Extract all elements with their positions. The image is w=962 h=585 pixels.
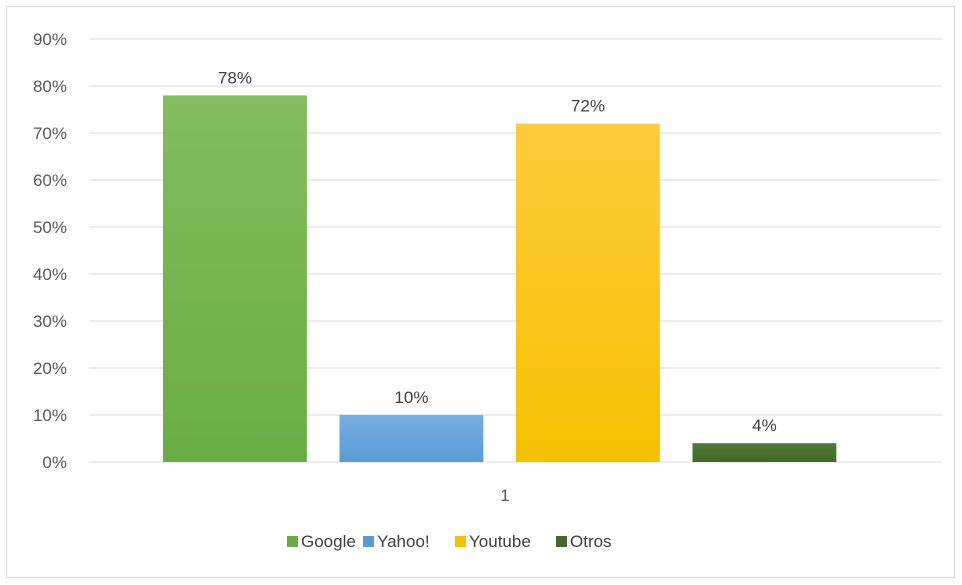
legend-label: Yahoo! [377, 532, 430, 551]
legend-swatch [363, 536, 374, 547]
data-label: 10% [394, 388, 428, 407]
data-label: 72% [571, 97, 605, 116]
y-tick-label: 80% [33, 77, 67, 96]
bar-chart: 0% 10% 20% 30% 40% 50% 60% 70% 80% 90% 78% 10% 72% 4… [33, 30, 941, 551]
y-tick-label: 20% [33, 359, 67, 378]
y-tick-label: 30% [33, 312, 67, 331]
bars [163, 95, 837, 463]
data-labels: 78% 10% 72% 4% [218, 68, 777, 435]
y-tick-label: 10% [33, 406, 67, 425]
legend-label: Google [301, 532, 356, 551]
y-tick-label: 50% [33, 218, 67, 237]
bar-youtube [516, 123, 660, 462]
legend: Google Yahoo! Youtube Otros [287, 532, 612, 551]
data-label: 78% [218, 68, 252, 87]
x-axis-tick-labels: 1 [500, 486, 509, 505]
y-tick-label: 0% [42, 453, 67, 472]
legend-swatch [556, 536, 567, 547]
bar-otros [692, 443, 837, 462]
legend-swatch [455, 536, 466, 547]
y-tick-label: 40% [33, 265, 67, 284]
bar-google [163, 95, 307, 463]
x-tick-label: 1 [500, 486, 509, 505]
y-tick-label: 70% [33, 124, 67, 143]
legend-label: Otros [570, 532, 612, 551]
chart-frame: 0% 10% 20% 30% 40% 50% 60% 70% 80% 90% 78% 10% 72% 4… [6, 6, 955, 578]
y-axis-tick-labels: 0% 10% 20% 30% 40% 50% 60% 70% 80% 90% [33, 30, 67, 472]
data-label: 4% [752, 416, 777, 435]
bar-yahoo [339, 415, 484, 462]
legend-label: Youtube [469, 532, 531, 551]
y-tick-label: 90% [33, 30, 67, 49]
y-tick-label: 60% [33, 171, 67, 190]
legend-swatch [287, 536, 298, 547]
